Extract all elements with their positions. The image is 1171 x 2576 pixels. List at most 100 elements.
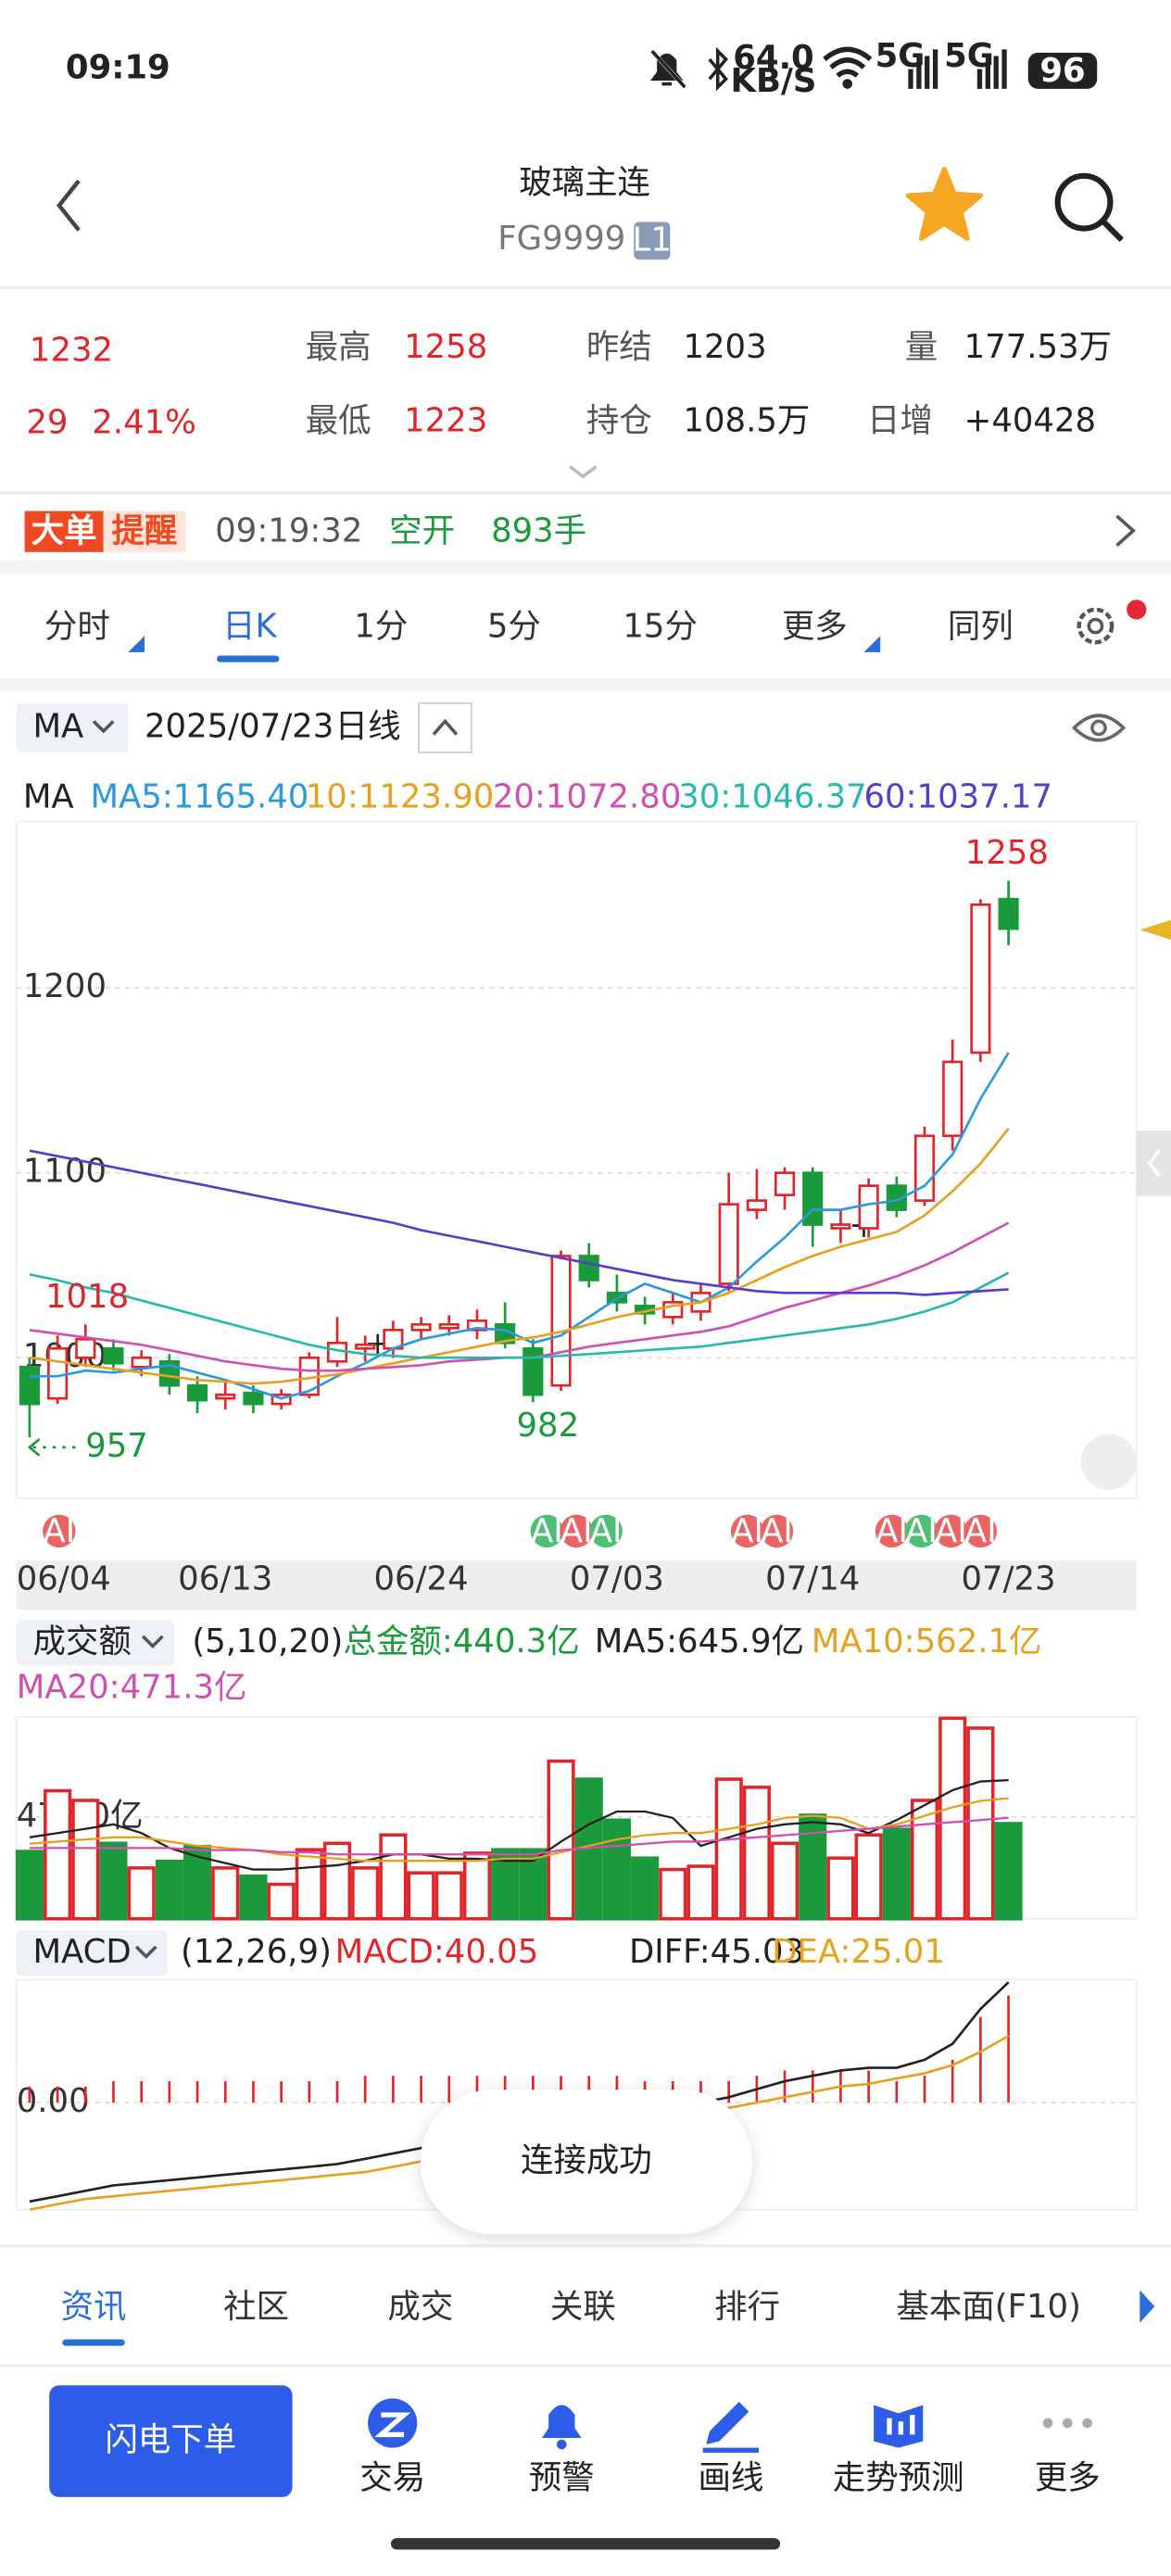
section-tab[interactable]: 关联 bbox=[550, 2288, 616, 2326]
field-value: 108.5万 bbox=[683, 402, 810, 440]
nav-item[interactable]: 画线 bbox=[698, 2458, 763, 2496]
badge: L1 bbox=[633, 221, 672, 259]
macd-arrow bbox=[134, 1945, 157, 1960]
ai-badge[interactable] bbox=[875, 1514, 909, 1548]
candle-body bbox=[830, 1223, 851, 1230]
period-tab[interactable]: 分时 bbox=[44, 607, 110, 645]
ma-line bbox=[29, 1149, 1009, 1296]
net-type: 5G bbox=[875, 37, 925, 75]
period-tab[interactable]: 5分 bbox=[487, 607, 541, 645]
tab-scroll[interactable] bbox=[1140, 2290, 1155, 2323]
side-tab[interactable] bbox=[1136, 1130, 1171, 1196]
volume-params: (5,10,20) bbox=[192, 1623, 343, 1661]
net-type: 5G bbox=[944, 37, 994, 75]
volume-bar bbox=[631, 1856, 660, 1921]
field-label: 最高 bbox=[306, 328, 371, 366]
fullscreen[interactable] bbox=[1080, 1433, 1137, 1491]
favorite[interactable] bbox=[905, 167, 984, 241]
net-speed-unit: KB/S bbox=[731, 62, 817, 100]
ai-badge[interactable] bbox=[963, 1514, 998, 1548]
alert-more[interactable] bbox=[1115, 514, 1136, 548]
period-tab[interactable]: 更多 bbox=[782, 607, 848, 645]
divider bbox=[0, 678, 1171, 692]
volume-bar bbox=[155, 1859, 183, 1921]
nav-item[interactable]: 更多 bbox=[1035, 2458, 1101, 2496]
section-tab[interactable]: 基本面(F10) bbox=[896, 2288, 1080, 2326]
candle-body bbox=[186, 1383, 208, 1402]
ai-badge[interactable] bbox=[760, 1514, 794, 1548]
x-tick-label: 07/03 bbox=[570, 1560, 664, 1598]
section-tab[interactable]: 资讯 bbox=[61, 2288, 127, 2326]
candle-body bbox=[523, 1346, 544, 1396]
field-label: 最低 bbox=[306, 402, 371, 440]
visibility[interactable] bbox=[1071, 713, 1127, 742]
ai-badge[interactable] bbox=[589, 1514, 623, 1548]
nav-item[interactable]: 走势预测 bbox=[833, 2458, 964, 2496]
ma-line bbox=[29, 1052, 1010, 1400]
indicator: MA bbox=[32, 707, 83, 745]
field-value: 177.53万 bbox=[964, 328, 1112, 366]
indicator-select[interactable] bbox=[16, 702, 129, 753]
indicator-arrow bbox=[92, 720, 115, 734]
x-tick-label: 07/23 bbox=[962, 1560, 1056, 1598]
expand[interactable] bbox=[569, 465, 598, 479]
section-tab[interactable]: 排行 bbox=[714, 2288, 780, 2326]
ai-badge[interactable] bbox=[560, 1514, 593, 1548]
candle-body bbox=[75, 1337, 96, 1359]
volume-bar bbox=[547, 1759, 575, 1921]
nav-item[interactable]: 预警 bbox=[529, 2458, 595, 2496]
title: 玻璃主连 bbox=[519, 164, 650, 202]
ai-badge[interactable] bbox=[730, 1514, 764, 1548]
macd-select[interactable] bbox=[16, 1930, 168, 1976]
volume-bar bbox=[966, 1726, 995, 1921]
candle-body bbox=[550, 1255, 572, 1387]
battery: 96 bbox=[1039, 52, 1085, 90]
ai-badge-label: AI bbox=[43, 1512, 75, 1550]
volume-legend: MA20:471.3亿 bbox=[17, 1669, 247, 1707]
volume-bar bbox=[295, 1848, 323, 1921]
period-tab[interactable]: 15分 bbox=[623, 607, 698, 645]
ai-badge-label: AI bbox=[935, 1512, 967, 1550]
volume-select[interactable] bbox=[16, 1620, 174, 1666]
period-tab[interactable]: 1分 bbox=[354, 607, 408, 645]
net-speed: 64.0 bbox=[733, 39, 813, 77]
ai-badge[interactable] bbox=[934, 1514, 968, 1548]
candle-body bbox=[746, 1199, 767, 1211]
volume-bar bbox=[854, 1833, 883, 1921]
search[interactable] bbox=[1054, 172, 1125, 243]
volume-bar bbox=[434, 1871, 463, 1921]
candle-body bbox=[103, 1346, 124, 1365]
candle-body bbox=[802, 1171, 824, 1226]
field-label: 量 bbox=[905, 328, 938, 366]
section-tab[interactable]: 成交 bbox=[387, 2288, 453, 2326]
ai-badge[interactable] bbox=[43, 1514, 76, 1548]
divider bbox=[0, 491, 1171, 495]
period-tab[interactable]: 同列 bbox=[948, 607, 1014, 645]
back-button[interactable] bbox=[56, 179, 81, 232]
divider bbox=[0, 2364, 1171, 2368]
candle-body bbox=[774, 1171, 796, 1196]
ai-badge[interactable] bbox=[904, 1514, 938, 1548]
quick-order[interactable] bbox=[49, 2385, 293, 2497]
nav-icons bbox=[368, 2398, 1092, 2453]
nav-item[interactable]: 交易 bbox=[359, 2458, 425, 2496]
volume-bar bbox=[994, 1822, 1023, 1921]
period-tab[interactable]: 日K bbox=[222, 607, 277, 645]
ai-badge-label: AI bbox=[905, 1512, 938, 1550]
high-label: 1018 bbox=[45, 1278, 129, 1316]
macd-title: MACD bbox=[32, 1933, 131, 1971]
ai-badge[interactable] bbox=[530, 1514, 564, 1548]
collapse[interactable] bbox=[418, 701, 472, 753]
volume-bar bbox=[239, 1874, 268, 1921]
section-tab[interactable]: 社区 bbox=[223, 2288, 289, 2326]
settings[interactable] bbox=[1077, 600, 1147, 645]
ma-line bbox=[29, 1271, 1010, 1359]
volume-bar bbox=[602, 1818, 631, 1921]
ai-badge-label: AI bbox=[731, 1512, 763, 1550]
candle-body bbox=[131, 1356, 152, 1369]
quick-order-label: 闪电下单 bbox=[105, 2420, 236, 2458]
side-tab-arrow bbox=[1147, 1149, 1162, 1178]
ma-line bbox=[29, 1128, 1010, 1385]
volume-bar bbox=[71, 1799, 100, 1921]
